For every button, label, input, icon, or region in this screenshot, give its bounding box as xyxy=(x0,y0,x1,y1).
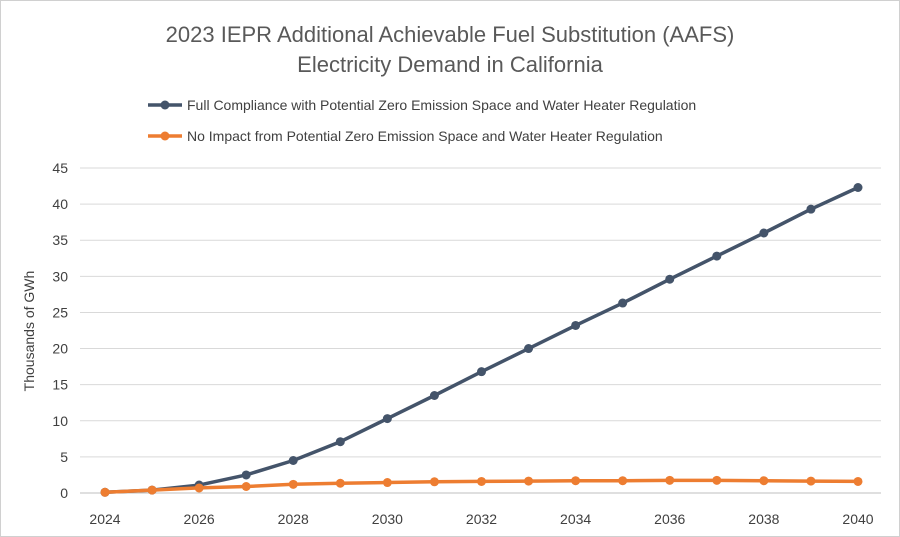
y-tick-label-40: 40 xyxy=(52,196,68,212)
data-point-1-2026 xyxy=(194,483,204,493)
y-tick-label-30: 30 xyxy=(52,268,68,284)
data-point-1-2035 xyxy=(618,476,628,486)
x-tick-label-2030: 2030 xyxy=(372,511,403,527)
x-axis-ticks: 2024 2026 2028 2030 2032 2034 2036 2038 2040 xyxy=(89,511,873,527)
x-tick-label-2026: 2026 xyxy=(184,511,215,527)
chart-title-line-2: Electricity Demand in California xyxy=(297,52,603,77)
x-tick-label-2036: 2036 xyxy=(654,511,685,527)
data-point-1-2024 xyxy=(100,487,110,497)
y-tick-label-20: 20 xyxy=(52,341,68,357)
y-gridlines xyxy=(80,167,881,458)
legend: Full Compliance with Potential Zero Emis… xyxy=(148,97,696,144)
chart-title-line-1: 2023 IEPR Additional Achievable Fuel Sub… xyxy=(166,22,735,47)
legend-item-no-impact: No Impact from Potential Zero Emission S… xyxy=(148,128,663,144)
y-tick-label-35: 35 xyxy=(52,232,68,248)
data-point-1-2037 xyxy=(712,475,722,485)
data-point-1-2027 xyxy=(241,482,251,491)
legend-label-no-impact: No Impact from Potential Zero Emission S… xyxy=(187,128,663,144)
x-tick-label-2024: 2024 xyxy=(89,511,120,527)
data-point-1-2032 xyxy=(477,476,486,486)
data-point-0-2028 xyxy=(288,456,298,465)
data-point-0-2030 xyxy=(382,414,392,424)
data-point-0-2029 xyxy=(335,437,345,447)
data-point-1-2038 xyxy=(759,476,769,486)
x-tick-label-2040: 2040 xyxy=(842,511,873,527)
y-tick-label-15: 15 xyxy=(52,377,68,393)
chart-title: 2023 IEPR Additional Achievable Fuel Sub… xyxy=(166,22,735,77)
y-axis-ticks: 0 5 10 15 20 25 30 35 40 45 xyxy=(52,160,68,501)
x-tick-label-2028: 2028 xyxy=(278,511,309,527)
data-point-1-2034 xyxy=(571,476,581,486)
legend-marker-no-impact xyxy=(160,131,170,141)
data-point-0-2038 xyxy=(759,228,769,238)
data-point-1-2039 xyxy=(806,476,816,486)
series-layer xyxy=(100,183,863,497)
data-point-1-2033 xyxy=(524,476,534,486)
data-point-0-2039 xyxy=(806,204,816,214)
y-tick-label-25: 25 xyxy=(52,304,68,320)
data-point-1-2028 xyxy=(288,479,298,489)
y-tick-label-5: 5 xyxy=(60,449,68,465)
y-tick-label-45: 45 xyxy=(52,160,68,176)
legend-item-full-compliance: Full Compliance with Potential Zero Emis… xyxy=(148,97,696,113)
data-point-1-2029 xyxy=(335,478,345,488)
data-point-1-2040 xyxy=(853,476,863,486)
legend-label-full-compliance: Full Compliance with Potential Zero Emis… xyxy=(187,97,696,113)
data-point-0-2037 xyxy=(712,251,722,261)
data-point-0-2034 xyxy=(571,320,581,330)
data-point-0-2027 xyxy=(241,470,251,480)
y-tick-label-0: 0 xyxy=(60,485,68,501)
x-tick-label-2034: 2034 xyxy=(560,511,591,527)
data-point-1-2030 xyxy=(382,478,392,488)
series-full-compliance xyxy=(100,183,863,497)
data-point-0-2035 xyxy=(618,298,628,308)
y-axis-title: Thousands of GWh xyxy=(21,271,37,392)
series-line-0 xyxy=(103,185,860,495)
x-tick-label-2038: 2038 xyxy=(748,511,779,527)
series-no-impact xyxy=(100,475,863,497)
data-point-0-2032 xyxy=(477,367,486,377)
data-point-0-2031 xyxy=(429,391,439,400)
data-point-1-2025 xyxy=(147,485,157,495)
data-point-1-2031 xyxy=(429,477,439,487)
data-point-0-2040 xyxy=(853,183,863,192)
y-tick-label-10: 10 xyxy=(52,413,68,429)
legend-marker-full-compliance xyxy=(160,100,170,110)
data-point-1-2036 xyxy=(665,475,675,485)
data-point-0-2033 xyxy=(524,344,534,354)
data-point-0-2036 xyxy=(665,274,675,284)
x-tick-label-2032: 2032 xyxy=(466,511,497,527)
